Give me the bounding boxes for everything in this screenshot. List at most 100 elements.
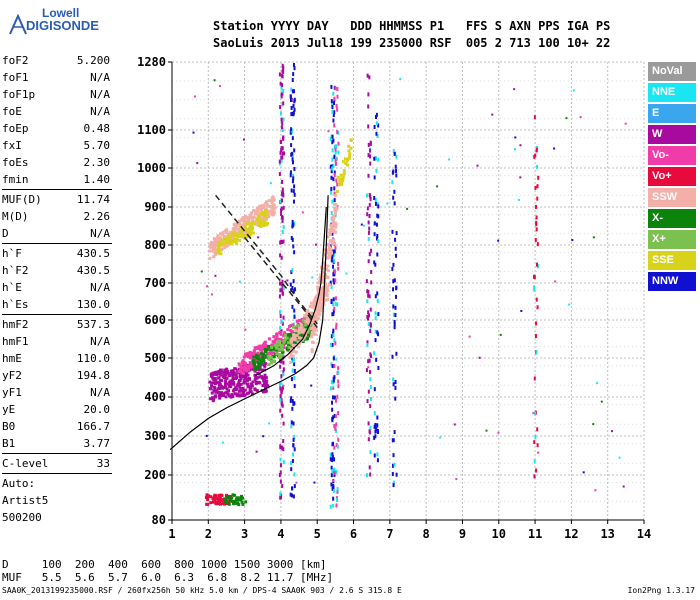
echo-point [320, 288, 324, 292]
echo-point [279, 105, 282, 110]
echo-point [536, 164, 539, 169]
echo-point [376, 452, 379, 457]
echo-point [264, 223, 268, 227]
echo-point [249, 390, 253, 394]
echo-point [256, 372, 260, 376]
echo-point [280, 359, 283, 364]
echo-point [325, 293, 329, 297]
echo-point [290, 424, 293, 429]
echo-point [313, 481, 316, 484]
echo-point [286, 348, 290, 352]
echo-point [279, 313, 282, 318]
echo-point [256, 360, 260, 364]
echo-point [335, 178, 338, 183]
echo-point [255, 209, 259, 213]
echo-point [250, 221, 254, 225]
echo-point [258, 204, 262, 208]
echo-point [282, 286, 285, 291]
echo-point [369, 384, 372, 389]
echo-point [282, 439, 285, 444]
echo-point [367, 293, 370, 298]
echo-point [367, 321, 370, 326]
echo-point [282, 69, 285, 74]
echo-point [373, 124, 376, 129]
echo-point [324, 267, 328, 271]
echo-point [291, 285, 294, 290]
echo-point [244, 328, 247, 331]
echo-point [337, 411, 340, 416]
echo-point [331, 157, 334, 162]
echo-point [237, 380, 241, 384]
echo-point [333, 413, 336, 418]
echo-point [368, 148, 371, 153]
echo-point [293, 66, 296, 71]
echo-point [318, 279, 322, 283]
echo-point [287, 338, 291, 342]
echo-point [376, 233, 379, 238]
echo-point [536, 196, 539, 201]
echo-point [310, 384, 313, 387]
echo-point [277, 338, 281, 342]
x-tick-label: 11 [528, 527, 542, 541]
echo-point [305, 325, 309, 329]
echo-point [376, 330, 379, 335]
echo-point [281, 179, 284, 184]
echo-point [333, 96, 336, 101]
echo-point [281, 284, 284, 289]
echo-point [392, 382, 395, 387]
echo-point [218, 396, 222, 400]
echo-point [375, 168, 378, 173]
echo-point [255, 212, 259, 216]
echo-point [222, 371, 226, 375]
echo-point [334, 426, 337, 431]
echo-point [233, 227, 237, 231]
param-key: foEp [2, 122, 29, 135]
param-separator [2, 453, 112, 454]
echo-point [392, 453, 395, 458]
echo-point [366, 73, 369, 78]
echo-point [257, 381, 261, 385]
echo-point [293, 472, 296, 477]
echo-point [259, 352, 263, 356]
echo-point [330, 334, 333, 339]
echo-point [235, 376, 239, 380]
echo-point [223, 368, 227, 372]
echo-point [330, 380, 333, 385]
echo-point [579, 116, 582, 119]
echo-point [225, 238, 229, 242]
echo-point [260, 375, 264, 379]
echo-point [375, 112, 378, 117]
echo-point [331, 407, 334, 412]
echo-point [331, 199, 334, 204]
echo-point [329, 452, 332, 457]
echo-point [335, 103, 338, 108]
echo-point [333, 258, 336, 263]
echo-point [289, 170, 292, 175]
echo-point [369, 323, 372, 328]
echo-point [376, 428, 379, 433]
echo-point [227, 234, 231, 238]
echo-point [332, 177, 335, 182]
param-value: 166.7 [76, 420, 110, 433]
echo-point [217, 376, 221, 380]
echo-point [302, 321, 306, 325]
echo-point [283, 333, 287, 337]
param-row: foF1 N/A [2, 69, 112, 86]
param-separator [2, 473, 112, 474]
echo-point [334, 230, 338, 234]
echo-point [336, 487, 339, 492]
echo-point [283, 337, 287, 341]
echo-point [278, 353, 282, 357]
echo-point [369, 404, 372, 409]
echo-point [218, 496, 222, 500]
echo-point [281, 413, 284, 418]
echo-point [221, 233, 225, 237]
echo-point [226, 232, 230, 236]
echo-point [393, 278, 396, 283]
echo-point [335, 325, 338, 330]
dashed-trace-lower [244, 236, 318, 329]
echo-point [395, 231, 398, 236]
echo-point [296, 338, 300, 342]
echo-point [330, 226, 334, 230]
echo-point [273, 338, 277, 342]
